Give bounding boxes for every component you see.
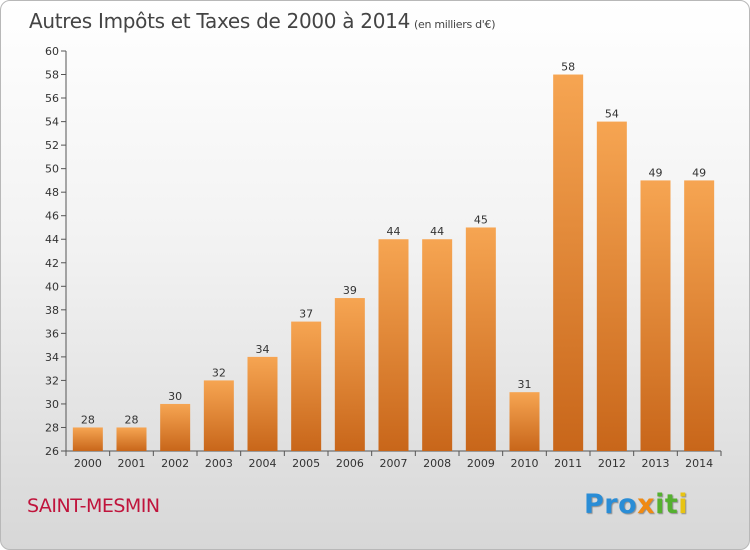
x-tick-label: 2001 (118, 457, 146, 470)
chart-title: Autres Impôts et Taxes de 2000 à 2014 (en… (29, 9, 495, 33)
bar-2000 (72, 427, 103, 451)
x-tick-label: 2011 (554, 457, 582, 470)
bar-2005 (291, 321, 322, 451)
x-tick-label: 2012 (598, 457, 626, 470)
bar-2004 (247, 356, 278, 451)
y-tick-label: 40 (45, 280, 59, 293)
x-tick-label: 2002 (161, 457, 189, 470)
x-tick-label: 2008 (423, 457, 451, 470)
logo-part-3: it (655, 489, 679, 520)
y-tick-label: 32 (45, 374, 59, 387)
chart-title-text: Autres Impôts et Taxes de 2000 à 2014 (29, 9, 410, 33)
axis-layer: 26 28 30 32 34 36 38 40 42 44 46 48 50 52 54 56 58 60 (45, 45, 722, 458)
y-tick-label: 34 (45, 351, 59, 364)
x-tick-label: 2009 (467, 457, 495, 470)
y-tick-label: 26 (45, 445, 59, 458)
data-label: 28 (81, 413, 95, 426)
y-tick-label: 48 (45, 186, 59, 199)
bar-2012 (596, 121, 627, 452)
bar-2002 (160, 403, 191, 451)
data-label: 28 (125, 413, 139, 426)
data-label: 30 (168, 390, 182, 403)
data-label: 31 (518, 378, 532, 391)
bar-2009 (465, 227, 496, 451)
data-label: 39 (343, 284, 357, 297)
x-tick-label: 2004 (249, 457, 277, 470)
y-tick-label: 28 (45, 421, 59, 434)
x-tick-label: 2010 (511, 457, 539, 470)
bar-2014 (684, 180, 715, 452)
logo-part-4: i (678, 489, 689, 520)
y-tick-label: 30 (45, 398, 59, 411)
y-tick-label: 60 (45, 45, 59, 58)
y-tick-label: 52 (45, 139, 59, 152)
data-label: 44 (387, 225, 401, 238)
bar-2008 (422, 239, 453, 451)
data-label: 54 (605, 108, 619, 121)
x-tick-label: 2000 (74, 457, 102, 470)
bar-2007 (378, 239, 409, 451)
bar-layer (72, 74, 715, 452)
y-tick-label: 56 (45, 92, 59, 105)
x-tick-label: 2005 (292, 457, 320, 470)
x-tick-label: 2006 (336, 457, 364, 470)
y-tick-label: 38 (45, 304, 59, 317)
data-label: 49 (692, 166, 706, 179)
y-tick-label: 54 (45, 116, 59, 129)
data-label: 49 (649, 166, 663, 179)
bar-2003 (203, 380, 234, 451)
x-tick-label: 2007 (380, 457, 408, 470)
x-tick-label: 2003 (205, 457, 233, 470)
x-tick-label: 2013 (642, 457, 670, 470)
y-tick-label: 42 (45, 257, 59, 270)
bar-2013 (640, 180, 671, 452)
chart-subtitle: (en milliers d'€) (414, 18, 496, 31)
x-tick-label: 2014 (685, 457, 713, 470)
commune-name: SAINT-MESMIN (27, 495, 160, 517)
proxiti-logo[interactable]: Proxiti (584, 489, 688, 520)
data-label: 34 (256, 343, 270, 356)
data-label: 45 (474, 213, 488, 226)
label-layer: 2000 28 2001 28 2002 30 2003 32 2004 34 2005 37 2006… (74, 61, 713, 470)
bar-2001 (116, 427, 147, 451)
data-label: 37 (299, 308, 313, 321)
bar-2006 (334, 298, 365, 451)
bar-2011 (553, 74, 584, 451)
y-tick-label: 46 (45, 210, 59, 223)
logo-part-1: Pro (584, 489, 638, 520)
y-tick-label: 36 (45, 327, 59, 340)
data-label: 58 (561, 61, 575, 74)
y-tick-label: 58 (45, 69, 59, 82)
data-label: 32 (212, 366, 226, 379)
y-tick-label: 44 (45, 233, 59, 246)
bar-2010 (509, 392, 540, 451)
y-tick-label: 50 (45, 163, 59, 176)
logo-part-2: x (637, 489, 656, 520)
data-label: 44 (430, 225, 444, 238)
